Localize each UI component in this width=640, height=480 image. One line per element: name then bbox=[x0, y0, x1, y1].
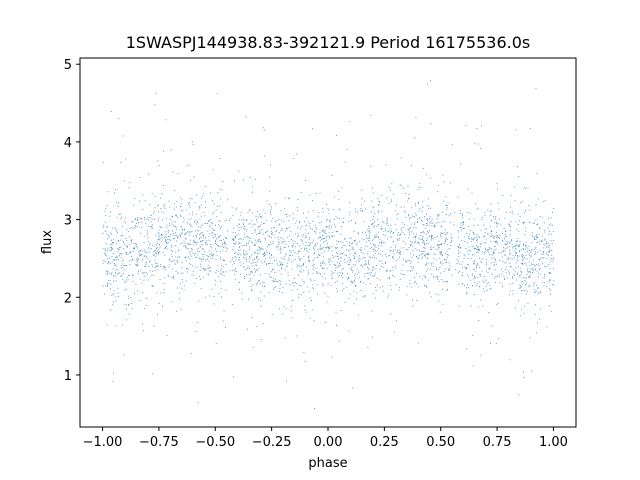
y-tick-label: 2 bbox=[64, 291, 72, 306]
x-tick-label: 0.75 bbox=[483, 435, 512, 450]
x-tick-label: −0.75 bbox=[139, 435, 179, 450]
scatter-points bbox=[102, 80, 555, 410]
x-tick-label: −1.00 bbox=[83, 435, 123, 450]
y-tick-label: 1 bbox=[64, 369, 72, 384]
x-tick-label: −0.25 bbox=[252, 435, 292, 450]
x-tick-label: −0.50 bbox=[195, 435, 235, 450]
x-tick-label: 0.00 bbox=[314, 435, 343, 450]
x-axis-ticks: −1.00 −0.75 −0.50 −0.25 0.00 0.25 0.50 0.75 1.00 bbox=[83, 427, 568, 450]
plot-frame bbox=[79, 57, 577, 428]
x-tick-label: 1.00 bbox=[539, 435, 568, 450]
y-tick-label: 5 bbox=[64, 58, 72, 73]
y-tick-label: 4 bbox=[64, 136, 72, 151]
y-axis-ticks: 1 2 3 4 5 bbox=[64, 58, 80, 384]
chart-title: 1SWASPJ144938.83-392121.9 Period 1617553… bbox=[126, 33, 531, 52]
x-axis-label: phase bbox=[308, 456, 347, 471]
scatter-points-layer bbox=[102, 80, 555, 410]
y-axis-label: flux bbox=[40, 230, 55, 254]
x-tick-label: 0.25 bbox=[370, 435, 399, 450]
y-tick-label: 3 bbox=[64, 214, 72, 229]
x-tick-label: 0.50 bbox=[426, 435, 455, 450]
